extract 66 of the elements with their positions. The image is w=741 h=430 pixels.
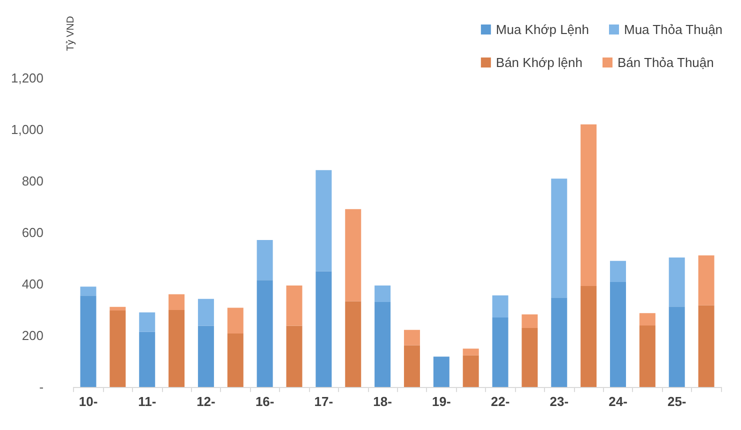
- bar: [404, 345, 420, 387]
- bar: [551, 178, 568, 298]
- bar: [639, 313, 656, 326]
- bar: [551, 298, 568, 387]
- bar: [698, 305, 714, 387]
- y-tick-label: 600: [22, 225, 44, 240]
- bar: [198, 298, 214, 326]
- x-tick-label: 17-: [314, 394, 334, 409]
- x-tick-label: 24-: [608, 394, 628, 409]
- bar: [139, 312, 156, 332]
- y-tick-label: 400: [22, 276, 44, 292]
- bar: [168, 294, 185, 310]
- bar: [639, 325, 656, 387]
- bar: [462, 355, 479, 387]
- bar: [374, 286, 391, 302]
- bar: [227, 308, 244, 334]
- bar: [374, 302, 391, 387]
- bar: [198, 326, 214, 387]
- bar: [110, 310, 126, 387]
- bar: [610, 260, 626, 282]
- bar: [110, 306, 126, 311]
- bar: [345, 301, 362, 387]
- bar: [80, 286, 96, 296]
- legend-label: Bán Thỏa Thuận: [617, 55, 714, 70]
- bar: [256, 240, 273, 280]
- x-tick-label: 23-: [550, 394, 569, 409]
- bar: [345, 209, 362, 302]
- y-axis-title: Tỷ VND: [66, 16, 76, 51]
- y-tick-label: 1,000: [10, 122, 44, 137]
- bar: [580, 124, 597, 286]
- y-tick-label: 800: [22, 174, 44, 188]
- bar: [286, 286, 302, 326]
- x-tick-label: 22-: [490, 394, 510, 409]
- bar: [580, 286, 597, 387]
- bar: [610, 282, 626, 387]
- bar: [168, 310, 185, 387]
- legend-label: Bán Khớp lệnh: [496, 55, 582, 70]
- bar: [522, 314, 538, 328]
- legend-label: Mua Thỏa Thuận: [624, 22, 723, 37]
- bar: [286, 326, 302, 387]
- y-tick-label: -: [39, 380, 44, 394]
- x-tick-label: 11-: [138, 394, 156, 409]
- x-tick-label: 16-: [255, 394, 274, 409]
- bar: [227, 333, 244, 387]
- x-tick-label: 19-: [432, 394, 451, 409]
- bar: [316, 271, 332, 387]
- x-tick-label: 18-: [373, 394, 392, 409]
- bar: [668, 306, 685, 387]
- bar: [139, 332, 156, 387]
- bar: [80, 296, 96, 387]
- legend-label: Mua Khớp Lệnh: [496, 22, 589, 37]
- bar: [316, 170, 332, 272]
- bar: [492, 317, 508, 387]
- x-tick-label: 25-: [667, 394, 686, 409]
- bar: [522, 328, 538, 387]
- bar: [404, 330, 420, 346]
- y-tick-label: 200: [22, 328, 44, 343]
- x-tick-label: 10-: [78, 394, 98, 409]
- bar: [698, 255, 714, 306]
- bar: [433, 356, 450, 387]
- x-tick-label: 12-: [196, 394, 216, 409]
- bar: [492, 295, 508, 318]
- y-tick-label: 1,200: [10, 70, 44, 86]
- bar: [256, 280, 273, 387]
- bar: [668, 257, 685, 307]
- bar: [462, 348, 479, 356]
